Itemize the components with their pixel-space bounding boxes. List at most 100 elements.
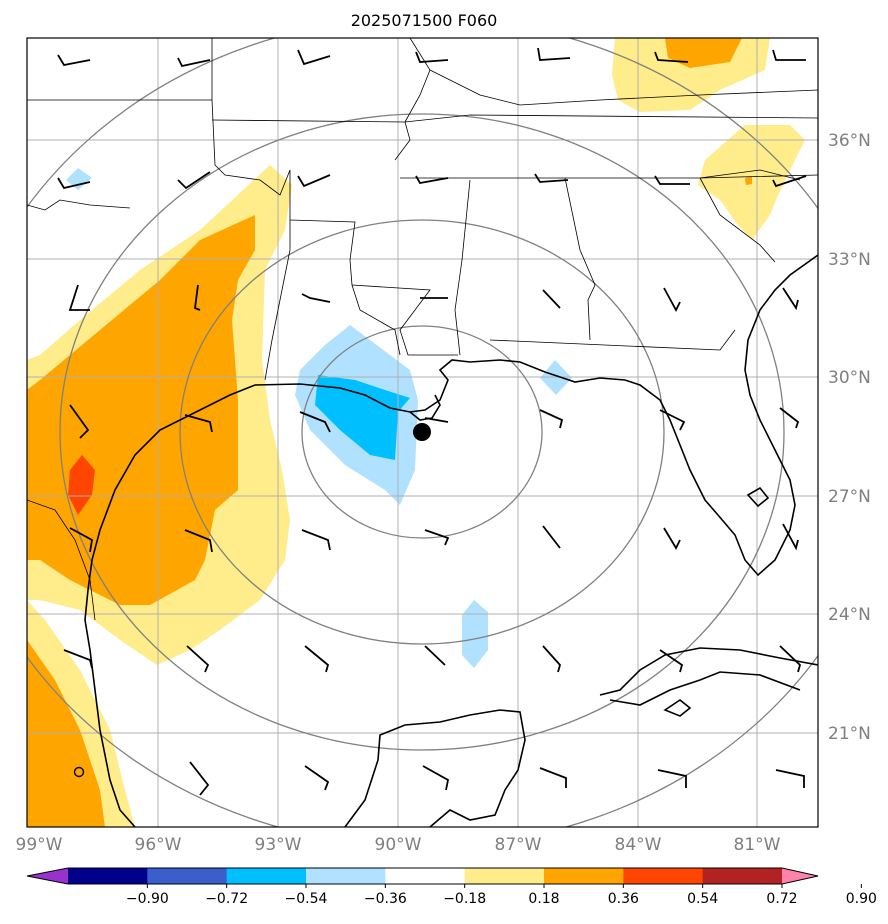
wind-barb (424, 417, 449, 423)
wind-barb (415, 175, 449, 184)
map-title: 2025071500 F060 (351, 11, 498, 30)
wind-barb (304, 765, 330, 791)
wind-barb (301, 293, 331, 303)
wind-barb (184, 529, 213, 553)
lat-tick-labels: 36°N 33°N 30°N 27°N 24°N 21°N (828, 131, 871, 744)
range-ring-9deg (59, 113, 785, 751)
wind-barb (299, 411, 331, 433)
border-ga-sc (699, 177, 776, 263)
wind-barb (654, 175, 690, 185)
wind-barb (539, 767, 567, 788)
colorbar-swatch (702, 868, 783, 884)
colorbar-swatch (68, 868, 148, 884)
wind-barb (539, 409, 564, 429)
wind-barb (659, 649, 684, 673)
border-nc-sc (699, 169, 801, 181)
map-frame (26, 37, 819, 828)
wind-barb (189, 761, 210, 796)
wind-barb (663, 527, 681, 550)
wind-barb (775, 769, 805, 788)
colorbar-swatch (544, 868, 624, 884)
range-rings (27, 38, 818, 827)
wind-barb (542, 289, 561, 309)
shade-central-blue (315, 375, 410, 460)
wind-barb (534, 173, 569, 183)
wind-barb (542, 525, 561, 549)
wind-barb (194, 284, 201, 311)
colorbar: −0.90 −0.72 −0.54 −0.36 −0.18 0.18 0.36 0.54 0.7… (26, 867, 877, 907)
wind-barb (304, 645, 330, 673)
wind-barb (301, 529, 331, 551)
range-ring-6deg (179, 219, 665, 645)
border-mo-ar (404, 114, 818, 123)
colorbar-tick-label: −0.36 (364, 891, 407, 907)
lon-tick-87: 87°W (495, 835, 542, 855)
lat-tick-30: 30°N (828, 368, 871, 388)
shade-small-blue-nw (66, 168, 92, 190)
map-area (27, 38, 818, 827)
coast-gulf-north (87, 254, 818, 591)
coast-mississippi-delta (409, 394, 441, 421)
shade-small-blue-gulf (462, 600, 488, 668)
lat-tick-33: 33°N (828, 250, 871, 270)
colorbar-tick-label: 0.36 (608, 891, 639, 907)
wind-barb (184, 414, 213, 433)
coast-mexico (84, 589, 136, 827)
wind-barb (542, 645, 562, 673)
border-ar-tn (404, 38, 431, 123)
colorbar-outline (26, 867, 819, 885)
wind-barb (177, 57, 211, 68)
wind-barb (297, 49, 331, 66)
wind-barb (779, 645, 802, 673)
border-tx-mx (27, 499, 96, 621)
wind-barb (69, 404, 90, 439)
wind-barb (186, 645, 210, 673)
lat-tick-36: 36°N (828, 131, 871, 151)
wind-barb (659, 409, 686, 431)
colorbar-swatch (464, 868, 545, 884)
shade-east-orange (745, 176, 752, 185)
wind-barb (782, 523, 799, 551)
coast-cuba-south (609, 671, 801, 706)
border-la-ms (351, 284, 458, 356)
lon-tick-93: 93°W (255, 835, 302, 855)
wind-barb (779, 407, 800, 429)
shade-west-red (68, 455, 95, 515)
wind-barb (657, 769, 687, 788)
border-ok-ar (211, 119, 411, 161)
wind-barb (68, 284, 90, 311)
wind-barb (424, 529, 450, 546)
wind-barb (57, 177, 91, 190)
border-mx-inner (27, 199, 131, 211)
graticule (27, 38, 818, 827)
wind-barb (69, 527, 93, 553)
wind-barbs (57, 47, 807, 796)
lat-tick-27: 27°N (828, 487, 871, 507)
wind-barb (663, 287, 681, 312)
border-al-ga (564, 177, 596, 341)
wind-barb (177, 171, 211, 190)
border-ms-al (454, 179, 471, 356)
wind-barb (424, 645, 446, 666)
storm-center-dot (413, 423, 431, 441)
colorbar-swatch (226, 868, 307, 884)
coast-yucatan (344, 709, 526, 827)
colorbar-tick-label: 0.54 (687, 891, 718, 907)
lon-tick-96: 96°W (135, 835, 182, 855)
lon-tick-84: 84°W (615, 835, 662, 855)
wind-barb (57, 54, 91, 67)
lon-tick-99: 99°W (16, 835, 63, 855)
lat-tick-21: 21°N (828, 724, 871, 744)
colorbar-tick-label: 0.18 (528, 891, 559, 907)
range-ring-3deg (301, 325, 543, 539)
wind-barb (63, 649, 93, 669)
colorbar-extend-min (27, 868, 68, 884)
political-boundaries (27, 38, 818, 621)
colorbar-swatch (147, 868, 228, 884)
coast-cuba (599, 647, 818, 696)
colorbar-tick-label: −0.18 (443, 891, 486, 907)
border-fl-al (489, 329, 736, 351)
lon-tick-90: 90°W (375, 835, 422, 855)
colorbar-extend-max (782, 868, 818, 884)
